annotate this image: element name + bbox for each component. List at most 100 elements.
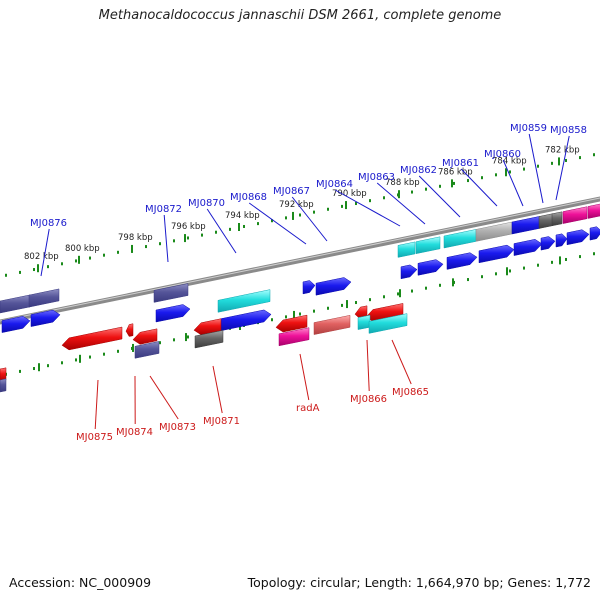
scale-dot-bottom <box>33 367 35 371</box>
gene-feature[interactable] <box>0 378 7 393</box>
gene-label-mj0865[interactable]: MJ0865 <box>392 387 429 398</box>
scale-tick-label: 782 kbp <box>545 145 580 155</box>
gene-label-mj0860[interactable]: MJ0860 <box>484 149 521 160</box>
gene-label-mj0876[interactable]: MJ0876 <box>30 218 67 229</box>
scale-dot-bottom <box>117 349 119 353</box>
gene-leader-line <box>212 365 223 414</box>
scale-dot-top <box>313 210 315 214</box>
gene-label-mj0859[interactable]: MJ0859 <box>510 123 547 134</box>
gene-feature[interactable] <box>357 314 371 330</box>
scale-dot-top <box>509 170 511 174</box>
gene-feature[interactable] <box>513 239 543 256</box>
gene-feature[interactable] <box>368 313 408 334</box>
scale-dot-bottom <box>299 312 301 316</box>
gene-feature[interactable] <box>30 309 61 327</box>
scale-dot-bottom <box>551 260 553 264</box>
gene-feature[interactable] <box>217 289 271 313</box>
gene-feature[interactable] <box>275 314 308 333</box>
gene-label-mj0861[interactable]: MJ0861 <box>442 158 479 169</box>
gene-feature[interactable] <box>511 215 541 235</box>
gene-leader-line <box>206 208 237 254</box>
gene-label-mj0866[interactable]: MJ0866 <box>350 394 387 405</box>
gene-leader-line <box>248 202 307 245</box>
gene-label-mj0871[interactable]: MJ0871 <box>203 416 240 427</box>
scale-dot-top <box>117 250 119 254</box>
gene-feature[interactable] <box>125 323 134 337</box>
accession-text: Accession: NC_000909 <box>9 575 152 590</box>
gene-feature[interactable] <box>0 294 31 314</box>
scale-dot-top <box>229 227 231 231</box>
gene-label-mj0872[interactable]: MJ0872 <box>145 204 182 215</box>
gene-label-rada[interactable]: radA <box>296 403 320 414</box>
scale-dot-top <box>411 190 413 194</box>
gene-label-mj0875[interactable]: MJ0875 <box>76 432 113 443</box>
scale-dot-bottom <box>327 306 329 310</box>
gene-feature[interactable] <box>278 327 310 347</box>
gene-feature[interactable] <box>551 211 563 227</box>
scale-dot-top <box>439 184 441 188</box>
scale-dot-top <box>243 224 245 228</box>
gene-feature[interactable] <box>132 328 158 345</box>
gene-feature[interactable] <box>193 318 222 336</box>
gene-feature[interactable] <box>400 264 418 280</box>
gene-feature[interactable] <box>134 341 160 359</box>
gene-leader-line <box>299 353 310 401</box>
gene-feature[interactable] <box>540 236 556 251</box>
gene-label-mj0868[interactable]: MJ0868 <box>230 192 267 203</box>
scale-tick-label: 786 kbp <box>438 167 473 177</box>
gene-label-mj0863[interactable]: MJ0863 <box>358 172 395 183</box>
scale-dot-bottom <box>89 355 91 359</box>
gene-feature[interactable] <box>478 244 515 264</box>
genome-stats-text: Topology: circular; Length: 1,664,970 bp… <box>247 575 591 590</box>
gene-feature[interactable] <box>555 233 568 248</box>
scale-dot-top <box>173 239 175 243</box>
scale-dot-top <box>257 222 259 226</box>
scale-dot-top <box>47 265 49 269</box>
scale-dot-bottom <box>509 269 511 273</box>
scale-dot-bottom <box>425 286 427 290</box>
gene-feature[interactable] <box>155 304 191 323</box>
gene-feature[interactable] <box>415 236 441 255</box>
gene-feature[interactable] <box>589 226 600 241</box>
gene-feature[interactable] <box>587 203 600 219</box>
scale-dot-top <box>285 216 287 220</box>
gene-label-mj0870[interactable]: MJ0870 <box>188 198 225 209</box>
gene-label-mj0867[interactable]: MJ0867 <box>273 186 310 197</box>
scale-dot-top <box>89 256 91 260</box>
gene-feature[interactable] <box>194 329 224 349</box>
scale-dot-bottom <box>481 275 483 279</box>
scale-dot-bottom <box>159 341 161 345</box>
gene-feature[interactable] <box>153 283 189 303</box>
scale-dot-top <box>103 253 105 257</box>
scale-dot-bottom <box>173 338 175 342</box>
gene-feature[interactable] <box>313 314 351 335</box>
gene-feature[interactable] <box>28 288 60 308</box>
gene-feature[interactable] <box>1 316 31 333</box>
gene-label-mj0858[interactable]: MJ0858 <box>550 125 587 136</box>
scale-dot-top <box>593 153 595 157</box>
gene-label-mj0874[interactable]: MJ0874 <box>116 427 153 438</box>
gene-feature[interactable] <box>538 213 554 229</box>
gene-feature[interactable] <box>562 206 588 224</box>
gene-feature[interactable] <box>397 241 416 258</box>
scale-dot-bottom <box>565 257 567 261</box>
gene-label-mj0864[interactable]: MJ0864 <box>316 179 353 190</box>
gene-leader-line <box>163 214 169 263</box>
gene-label-mj0873[interactable]: MJ0873 <box>159 422 196 433</box>
gene-feature[interactable] <box>417 259 444 276</box>
gene-label-mj0862[interactable]: MJ0862 <box>400 165 437 176</box>
gene-feature[interactable] <box>566 229 590 246</box>
scale-dot-top <box>523 167 525 171</box>
scale-dot-top <box>341 204 343 208</box>
gene-leader-line <box>555 135 570 201</box>
gene-feature[interactable] <box>302 280 316 295</box>
gene-feature[interactable] <box>315 277 352 296</box>
gene-feature[interactable] <box>61 326 123 351</box>
gene-feature[interactable] <box>219 309 272 332</box>
scale-tick-label: 788 kbp <box>385 178 420 188</box>
gene-leader-line <box>291 196 328 242</box>
scale-dot-bottom <box>397 292 399 296</box>
gene-feature[interactable] <box>446 252 478 270</box>
scale-dot-bottom <box>103 352 105 356</box>
gene-leader-line <box>94 379 99 430</box>
